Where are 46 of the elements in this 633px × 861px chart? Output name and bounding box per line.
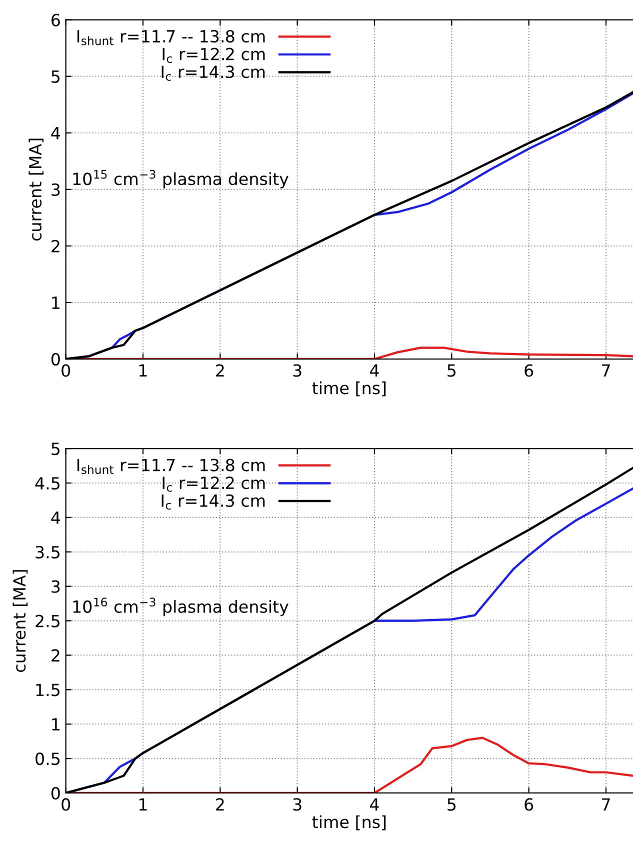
legend-label: I$_{c}$ r=12.2 cm [162, 48, 265, 64]
x-tick-label: 0 [62, 798, 70, 811]
x-tick-label: 2 [216, 364, 224, 377]
x-tick-label: 6 [524, 364, 534, 377]
x-tick-label: 7 [602, 798, 610, 811]
x-tick-label: 5 [448, 798, 456, 811]
x-tick-label: 4 [370, 798, 379, 811]
x-tick-label: 3 [293, 798, 302, 811]
y-tick-label: 4 [51, 512, 60, 524]
x-tick-label: 3 [293, 364, 302, 377]
y-tick-label: 4 [51, 127, 60, 140]
x-tick-label: 0 [62, 364, 70, 377]
y-tick-label: 3 [52, 580, 60, 593]
y-tick-label: 2 [52, 649, 60, 662]
annotation: 10$^{16}$ cm$^{−3}$ plasma density [73, 598, 288, 616]
y-tick-label: 1.5 [36, 684, 60, 696]
x-axis-title: time [ns] [312, 381, 386, 396]
y-tick-label: 0.5 [36, 752, 60, 766]
x-tick-label: 6 [524, 798, 534, 811]
x-tick-label: 4 [370, 364, 379, 377]
legend-label: I$_{shunt}$ r=11.7 -- 13.8 cm [77, 458, 265, 474]
y-tick-label: 5 [52, 70, 60, 83]
x-tick-label: 2 [216, 798, 224, 811]
y-tick-label: 3 [52, 183, 60, 196]
y-tick-label: 2.5 [36, 614, 60, 628]
y-tick-label: 4.5 [35, 477, 60, 490]
y-tick-label: 2 [52, 240, 60, 252]
y-axis-title: current [MA] [12, 570, 28, 672]
x-tick-label: 7 [602, 364, 610, 377]
y-tick-label: 1 [52, 296, 60, 309]
y-tick-label: 0 [51, 353, 60, 366]
x-tick-label: 5 [448, 364, 456, 377]
x-tick-label: 1 [140, 798, 147, 811]
annotation: 10$^{15}$ cm$^{−3}$ plasma density [73, 170, 288, 188]
y-tick-label: 5 [52, 442, 60, 456]
legend-label: I$_{c}$ r=14.3 cm [162, 494, 265, 510]
y-tick-label: 6 [52, 14, 60, 26]
legend-label: I$_{shunt}$ r=11.7 -- 13.8 cm [77, 30, 265, 46]
y-tick-label: 0 [51, 786, 60, 800]
y-tick-label: 3.5 [36, 546, 60, 558]
y-tick-label: 1 [52, 718, 60, 730]
x-tick-label: 1 [140, 364, 147, 377]
y-axis-title: current [MA] [28, 138, 44, 241]
legend-label: I$_{c}$ r=14.3 cm [162, 66, 265, 81]
x-axis-title: time [ns] [312, 815, 386, 830]
legend-label: I$_{c}$ r=12.2 cm [162, 476, 265, 492]
